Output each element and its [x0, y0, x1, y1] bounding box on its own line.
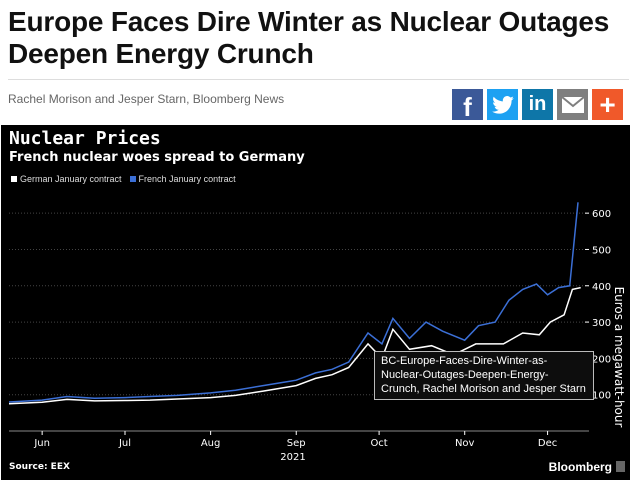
y-axis-label: Euros a megawatt-hour — [612, 287, 626, 428]
legend-item-german: German January contract — [11, 174, 122, 184]
twitter-icon — [491, 95, 514, 114]
legend-swatch-french — [129, 176, 136, 182]
chart-panel: Nuclear Prices French nuclear woes sprea… — [1, 125, 630, 480]
chart-title: Nuclear Prices — [9, 128, 161, 149]
y-tick-label: 200 — [592, 354, 611, 365]
price-chart: 100 200 300 400 500 600 Jun Jul Aug Sep Oct Nov Dec… — [8, 202, 626, 463]
chart-subtitle: French nuclear woes spread to Germany — [9, 150, 305, 165]
more-share-button[interactable]: + — [592, 89, 623, 120]
y-tick-label: 600 — [592, 209, 611, 220]
expand-icon[interactable] — [616, 461, 625, 472]
series-line-german — [8, 286, 581, 405]
bloomberg-logo: Bloomberg — [548, 460, 612, 474]
x-tick-label: Aug — [201, 438, 221, 449]
image-caption-tooltip: BC-Europe-Faces-Dire-Winter-as-Nuclear-O… — [374, 351, 594, 400]
y-tick-label: 400 — [592, 282, 611, 293]
y-tick-label: 100 — [592, 391, 611, 402]
email-share-button[interactable] — [557, 89, 588, 120]
chart-legend: German January contract French January c… — [11, 174, 236, 184]
twitter-share-button[interactable] — [487, 89, 518, 120]
x-tick-label: Nov — [455, 438, 475, 449]
linkedin-icon: in — [528, 93, 547, 115]
facebook-share-button[interactable]: f — [452, 89, 483, 122]
legend-label-french: French January contract — [138, 174, 236, 184]
email-icon — [561, 96, 584, 113]
x-axis-year-label: 2021 — [280, 452, 305, 463]
share-bar: f in + — [452, 89, 623, 122]
article-headline: Europe Faces Dire Winter as Nuclear Outa… — [8, 6, 610, 69]
x-tick-label: Dec — [538, 438, 557, 449]
x-tick-label: Sep — [287, 438, 306, 449]
x-tick-label: Jul — [118, 438, 131, 449]
legend-item-french: French January contract — [129, 174, 236, 184]
series-line-french — [8, 202, 579, 403]
chart-source: Source: EEX — [9, 462, 70, 472]
y-tick-label: 300 — [592, 318, 611, 329]
x-tick-label: Oct — [370, 438, 387, 449]
x-tick-label: Jun — [33, 438, 50, 449]
legend-label-german: German January contract — [20, 174, 122, 184]
plus-icon: + — [599, 88, 616, 120]
y-tick-label: 500 — [592, 245, 611, 256]
byline: Rachel Morison and Jesper Starn, Bloombe… — [8, 92, 285, 106]
facebook-icon: f — [463, 92, 472, 122]
legend-swatch-german — [11, 176, 17, 182]
headline-divider — [8, 79, 629, 80]
linkedin-share-button[interactable]: in — [522, 89, 553, 120]
